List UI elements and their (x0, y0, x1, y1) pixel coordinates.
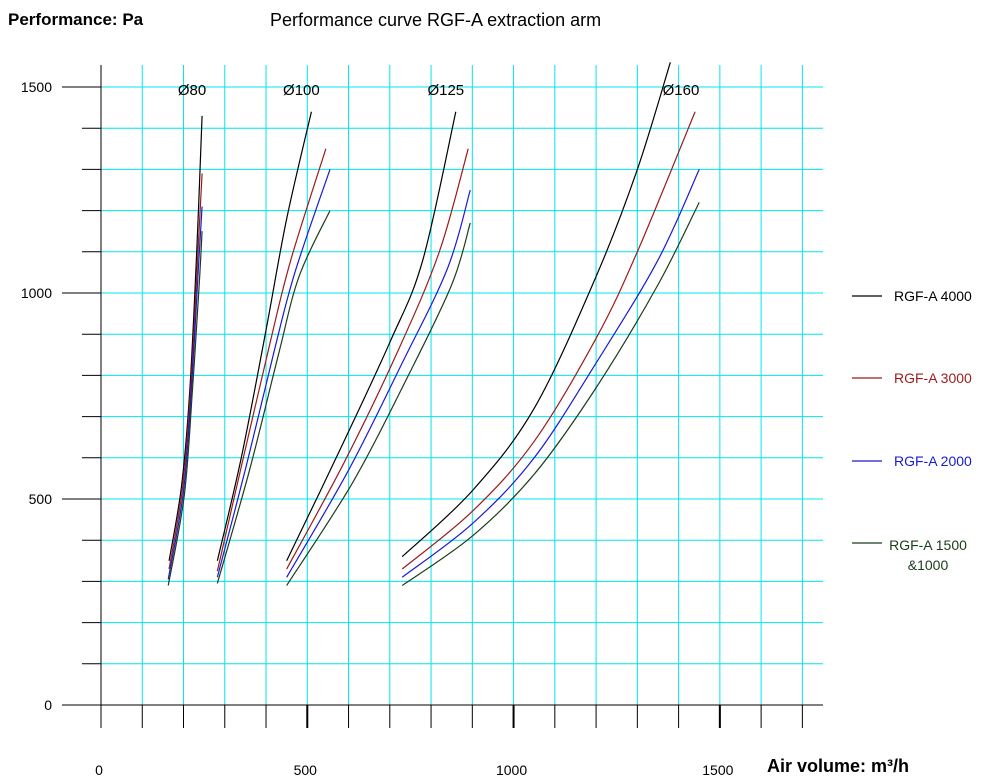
series-line (401, 62, 671, 558)
series-line (401, 169, 700, 578)
series-line (401, 111, 696, 570)
series-line (167, 231, 203, 586)
y-tick-label: 0 (44, 697, 52, 713)
series-layer (167, 62, 700, 587)
series-line (216, 148, 327, 572)
x-tick-label: 500 (294, 762, 318, 778)
legend-label: RGF-A 1500 (889, 537, 967, 553)
series-line (216, 210, 331, 584)
curve-group-label: Ø160 (663, 82, 700, 99)
x-axis-title: Air volume: m³/h (767, 756, 910, 776)
legend-label: RGF-A 4000 (894, 288, 972, 304)
legend-label: &1000 (908, 557, 949, 573)
series-line (168, 115, 203, 561)
series-line (216, 169, 331, 578)
legend: RGF-A 4000 RGF-A 3000 RGF-A 2000 RGF-A 1500… (852, 288, 972, 573)
x-tick-label: 1000 (496, 762, 527, 778)
series-line (167, 206, 203, 580)
curve-group-label: Ø80 (178, 82, 206, 99)
series-line (168, 173, 203, 570)
x-tick-label: 0 (95, 762, 103, 778)
series-line (286, 111, 457, 562)
y-tick-label: 1500 (21, 79, 52, 95)
series-line (286, 189, 471, 578)
chart-title: Performance curve RGF-A extraction arm (270, 10, 602, 30)
axis-layer: 0 500 1000 1500 0 500 1000 1500 (21, 65, 823, 778)
series-line (216, 111, 312, 561)
series-line (401, 202, 700, 587)
curve-group-label: Ø125 (427, 82, 464, 99)
y-axis-title: Performance: Pa (8, 10, 144, 29)
y-tick-label: 1000 (21, 285, 52, 301)
label-layer: Ø80 Ø100 Ø125 Ø160 (178, 82, 699, 99)
legend-label: RGF-A 3000 (894, 370, 972, 386)
grid-layer (101, 65, 823, 705)
series-line (286, 222, 471, 586)
x-tick-label: 1500 (702, 762, 733, 778)
y-tick-label: 500 (29, 491, 53, 507)
legend-label: RGF-A 2000 (894, 453, 972, 469)
series-line (286, 148, 469, 570)
curve-group-label: Ø100 (283, 82, 320, 99)
